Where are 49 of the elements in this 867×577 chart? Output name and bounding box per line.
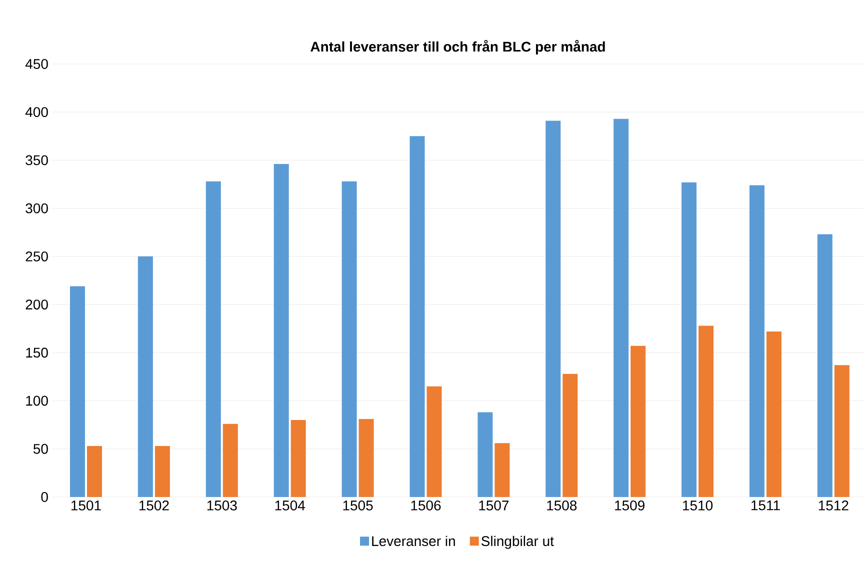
bar bbox=[410, 136, 425, 497]
bar bbox=[274, 164, 289, 497]
bar bbox=[766, 331, 782, 497]
bar bbox=[70, 286, 85, 497]
x-tick-label: 1504 bbox=[275, 500, 305, 510]
y-tick-label: 450 bbox=[25, 59, 48, 69]
legend-label: Leveranser in bbox=[372, 536, 455, 546]
bar bbox=[749, 185, 764, 497]
bar bbox=[614, 118, 629, 497]
x-tick-label: 1505 bbox=[343, 500, 373, 510]
bar bbox=[154, 446, 170, 497]
x-tick-label: 1501 bbox=[71, 500, 101, 510]
y-tick-label: 150 bbox=[26, 348, 48, 358]
bar bbox=[478, 412, 493, 497]
y-tick-label: 200 bbox=[26, 300, 48, 310]
y-tick-label: 350 bbox=[26, 155, 48, 166]
legend-label: Slingbilar ut bbox=[481, 536, 554, 549]
x-tick-label: 1503 bbox=[207, 500, 237, 510]
x-tick-label: 1511 bbox=[751, 500, 780, 510]
y-tick-label: 50 bbox=[33, 444, 48, 454]
bar bbox=[138, 256, 153, 497]
bar bbox=[630, 346, 646, 497]
x-tick-label: 1510 bbox=[683, 500, 713, 510]
bar bbox=[682, 182, 697, 497]
bar bbox=[342, 181, 357, 497]
y-tick-label: 300 bbox=[26, 203, 48, 214]
bar bbox=[834, 365, 850, 497]
bar bbox=[494, 443, 510, 497]
y-tick-label: 0 bbox=[41, 492, 48, 502]
bar bbox=[426, 386, 442, 497]
x-tick-label: 1509 bbox=[615, 500, 644, 510]
bar bbox=[222, 424, 238, 497]
x-tick-label: 1508 bbox=[547, 500, 577, 510]
bar bbox=[817, 234, 832, 497]
y-tick-label: 250 bbox=[26, 251, 48, 262]
x-tick-label: 1507 bbox=[479, 500, 509, 510]
bar bbox=[290, 420, 306, 497]
y-tick-label: 400 bbox=[25, 107, 48, 118]
bar bbox=[358, 419, 374, 497]
bar bbox=[86, 446, 102, 497]
chart-title: Antal leveranser till och från BLC per månad bbox=[310, 40, 605, 54]
bar bbox=[546, 120, 561, 497]
x-tick-label: 1506 bbox=[411, 500, 441, 510]
y-tick-label: 100 bbox=[26, 396, 48, 406]
x-tick-label: 1512 bbox=[818, 500, 848, 510]
bar bbox=[562, 374, 578, 497]
x-tick-label: 1502 bbox=[139, 500, 169, 510]
bar bbox=[698, 326, 714, 497]
bar bbox=[206, 181, 221, 497]
